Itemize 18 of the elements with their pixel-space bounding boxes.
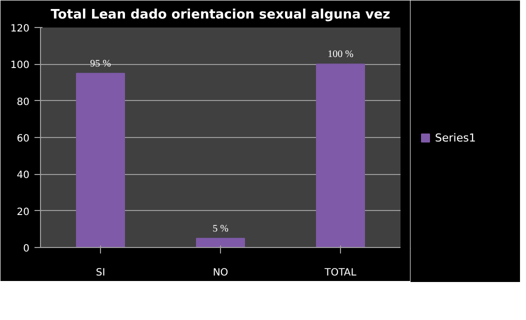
y-tick-label: 0 bbox=[23, 244, 30, 254]
y-tick-label: 60 bbox=[16, 134, 30, 144]
y-tick-label: 80 bbox=[16, 96, 30, 108]
y-tick-label: 120 bbox=[10, 24, 30, 34]
bar bbox=[316, 64, 365, 248]
data-label: 95 % bbox=[90, 58, 111, 70]
y-tick-label: 20 bbox=[16, 206, 30, 218]
x-tick-label: SI bbox=[96, 268, 106, 278]
data-label: 100 % bbox=[328, 49, 354, 60]
x-tick-label: NO bbox=[212, 268, 228, 278]
y-tick-label: 100 bbox=[10, 60, 30, 72]
chart-title: Total Lean dado orientacion sexual alguna vez bbox=[50, 8, 390, 22]
legend-label: Series1 bbox=[435, 131, 476, 144]
x-tick-label: TOTAL bbox=[324, 268, 357, 278]
data-label: 5 % bbox=[212, 223, 228, 234]
y-tick-label: 40 bbox=[16, 170, 30, 182]
bar bbox=[76, 72, 125, 248]
bar bbox=[196, 238, 245, 248]
